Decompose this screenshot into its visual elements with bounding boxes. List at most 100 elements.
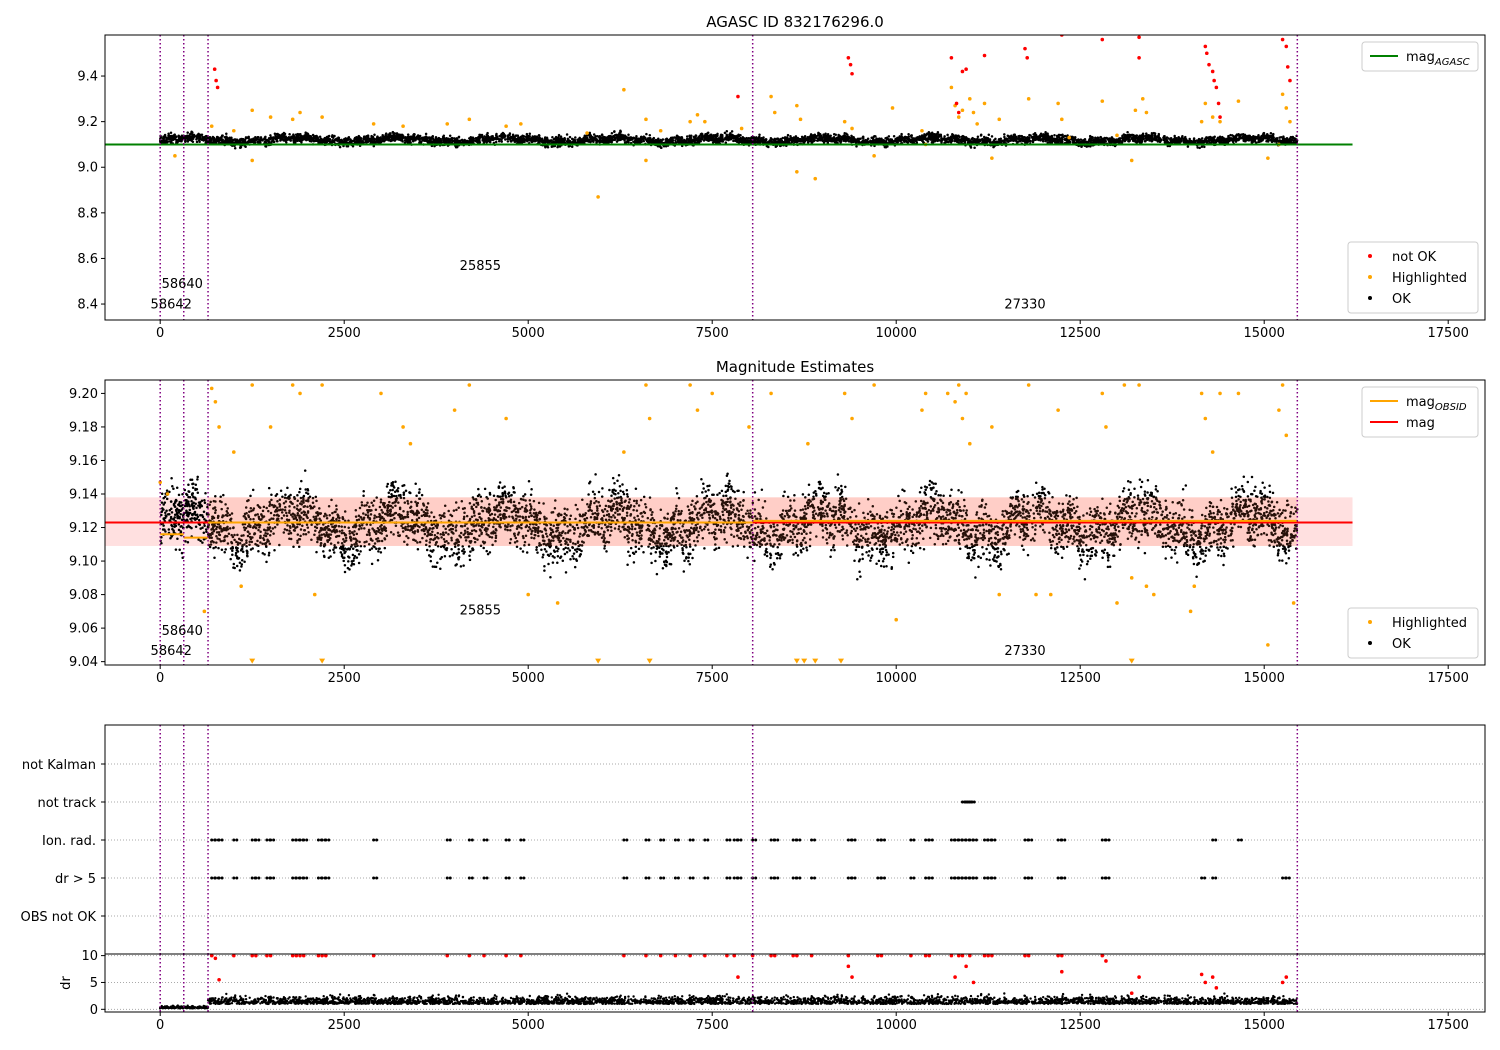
- ok-point: [820, 138, 823, 141]
- ok-point: [680, 141, 683, 144]
- ok-point: [1011, 138, 1014, 142]
- ok-point: [739, 134, 742, 137]
- ok-point: [1257, 138, 1260, 141]
- ok-point: [959, 140, 962, 143]
- ok-point: [435, 141, 439, 144]
- ok-point: [835, 138, 838, 141]
- ok-point: [491, 134, 494, 138]
- ok-point: [1188, 137, 1191, 141]
- ok-point: [1196, 146, 1199, 149]
- ok-point: [583, 139, 587, 143]
- ok-point: [452, 137, 456, 140]
- ok-point: [990, 141, 994, 144]
- ok-point: [1133, 139, 1136, 143]
- ok-point: [528, 139, 531, 142]
- ok-point: [920, 135, 923, 139]
- ok-point: [165, 139, 168, 142]
- ok-point: [1139, 138, 1142, 141]
- ok-point: [1073, 136, 1077, 139]
- ok-point: [1041, 137, 1044, 141]
- ok-point: [1005, 137, 1009, 140]
- ok-point: [283, 134, 286, 137]
- ok-point: [806, 139, 810, 142]
- ok-point: [1017, 134, 1020, 138]
- ok-point: [592, 133, 596, 136]
- ok-point: [623, 141, 627, 145]
- ok-point: [475, 136, 479, 140]
- ok-point: [694, 134, 698, 137]
- ok-point: [247, 136, 250, 140]
- ok-point: [713, 140, 717, 143]
- ok-point: [310, 137, 314, 141]
- ok-point: [416, 134, 420, 137]
- ok-point: [407, 139, 411, 143]
- ok-point: [533, 135, 537, 138]
- ok-point: [1177, 138, 1180, 141]
- ok-point: [1178, 139, 1182, 143]
- ok-point: [1177, 136, 1180, 139]
- ok-point: [947, 136, 950, 139]
- ok-point: [627, 133, 630, 136]
- ok-point: [372, 144, 376, 148]
- ok-point: [323, 141, 327, 144]
- ok-point: [1150, 139, 1154, 143]
- ok-point: [238, 138, 242, 141]
- ok-point: [263, 136, 267, 139]
- ok-point: [300, 141, 303, 144]
- ok-point: [515, 139, 518, 143]
- ok-point: [747, 136, 751, 140]
- ok-point: [589, 140, 592, 144]
- ok-point: [576, 138, 579, 141]
- ok-point: [1282, 135, 1285, 138]
- ok-point: [916, 136, 920, 140]
- ok-point: [834, 133, 837, 136]
- ok-point: [1159, 138, 1163, 141]
- ok-point: [1198, 146, 1201, 150]
- ok-point: [259, 141, 262, 144]
- ok-point: [725, 130, 729, 133]
- ok-point: [364, 140, 367, 144]
- ok-point: [772, 141, 775, 144]
- ok-point: [1197, 139, 1201, 143]
- ok-point: [493, 137, 496, 141]
- ok-point: [366, 137, 370, 140]
- ok-point: [262, 138, 265, 141]
- ok-point: [1273, 139, 1276, 143]
- ok-point: [720, 136, 723, 139]
- ok-point: [234, 138, 237, 141]
- ok-point: [559, 135, 563, 138]
- ok-point: [592, 140, 595, 144]
- ok-point: [928, 133, 931, 137]
- ok-point: [1200, 137, 1204, 140]
- ok-point: [915, 141, 919, 145]
- ok-point: [525, 132, 529, 136]
- ok-point: [366, 134, 369, 138]
- ok-point: [1108, 137, 1112, 141]
- ok-point: [857, 138, 860, 141]
- ok-point: [1033, 131, 1037, 135]
- ok-point: [1250, 136, 1254, 140]
- ok-point: [904, 139, 908, 143]
- ok-point: [519, 136, 522, 140]
- ok-point: [439, 137, 442, 141]
- ok-point: [1020, 134, 1024, 138]
- ok-point: [1157, 132, 1161, 136]
- ok-point: [615, 133, 619, 137]
- ok-point: [288, 132, 291, 136]
- ok-point: [406, 133, 410, 136]
- ok-point: [676, 138, 680, 142]
- ok-point: [310, 140, 313, 143]
- ok-point: [760, 138, 764, 142]
- ok-point: [218, 138, 221, 141]
- ok-point: [987, 133, 991, 137]
- ok-point: [680, 139, 683, 142]
- ok-point: [557, 133, 561, 137]
- ok-point: [688, 134, 691, 138]
- ok-point: [866, 141, 870, 144]
- ok-point: [502, 132, 506, 136]
- ok-point: [1262, 133, 1265, 136]
- ok-point: [1192, 138, 1196, 142]
- ok-point: [332, 140, 336, 144]
- ok-point: [238, 141, 241, 144]
- ok-point: [195, 138, 198, 141]
